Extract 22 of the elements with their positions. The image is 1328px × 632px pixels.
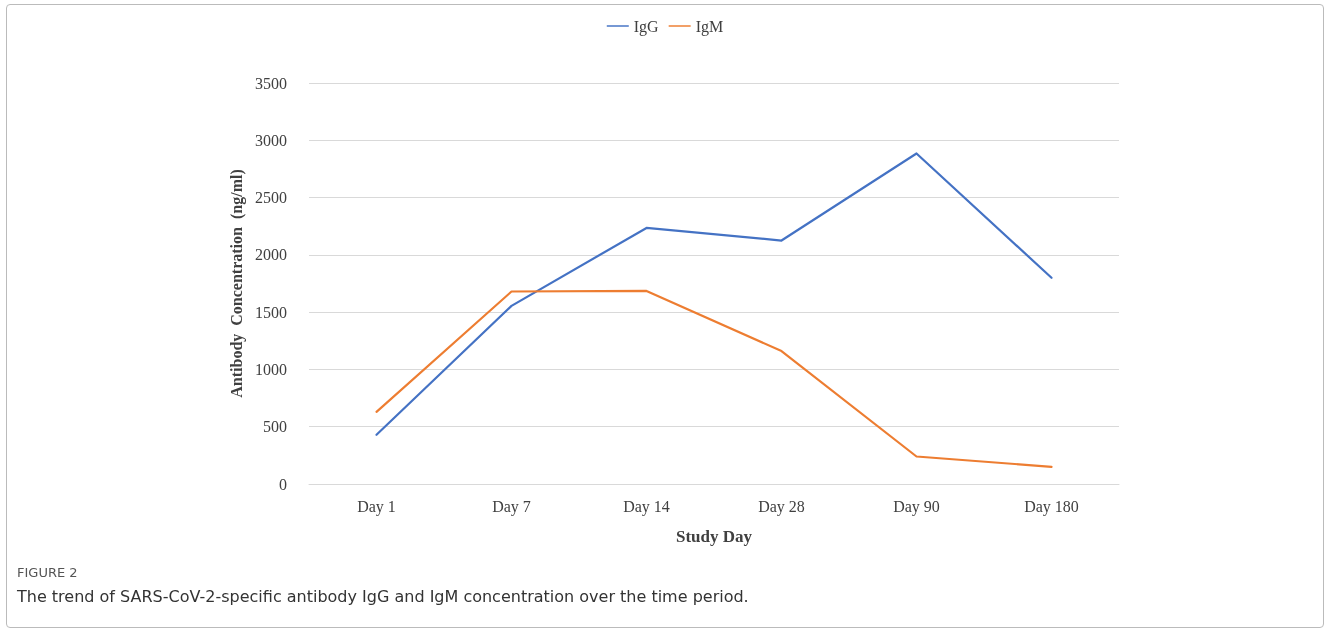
y-tick-label: 3500 — [255, 74, 287, 92]
y-tick-label: 0 — [279, 475, 287, 493]
y-tick-label: 1500 — [255, 303, 287, 321]
legend-label: IgG — [633, 17, 660, 36]
line-series — [375, 289, 1053, 468]
x-axis-title: Study Day — [675, 527, 753, 546]
x-tick-label: Day 28 — [758, 497, 805, 516]
y-tick-label: 2000 — [255, 246, 287, 264]
text: The trend of SARS-CoV-2-specific antibody IgG and IgM concentration over the time period. — [17, 587, 749, 606]
y-tick-label: 500 — [263, 418, 287, 436]
legend-label: IgM — [695, 17, 724, 36]
y-tick-label: 3000 — [255, 131, 287, 149]
y-axis-title: Antibody Concentration (ng/ml) — [227, 169, 246, 398]
x-tick-label: Day 90 — [893, 497, 940, 516]
line-series — [375, 152, 1053, 436]
x-tick-label: Day 1 — [357, 497, 396, 516]
caption: FIGURE 2 — [17, 565, 78, 580]
x-tick-label: Day 180 — [1024, 497, 1079, 516]
x-tick-label: Day 7 — [492, 497, 531, 516]
x-tick-label: Day 14 — [623, 497, 670, 516]
y-tick-label: 2500 — [255, 189, 287, 207]
y-tick-label: 1000 — [255, 360, 287, 378]
